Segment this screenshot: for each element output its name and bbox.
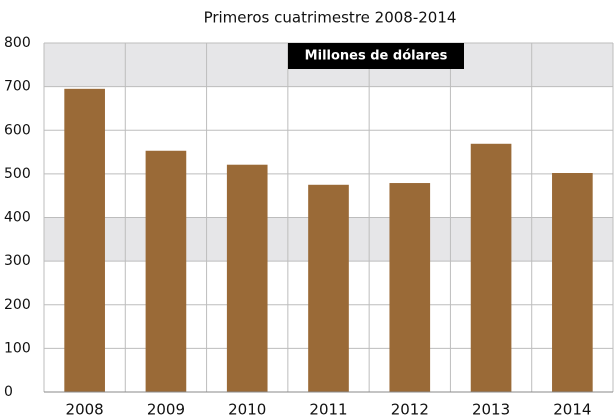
y-tick-label: 600	[4, 122, 31, 138]
bar	[552, 173, 593, 392]
x-tick-label: 2009	[147, 401, 185, 419]
y-tick-label: 400	[4, 210, 31, 226]
bar	[145, 150, 187, 392]
x-tick-label: 2010	[228, 401, 266, 419]
x-tick-label: 2012	[391, 401, 429, 419]
x-tick-label: 2011	[309, 401, 347, 419]
y-tick-label: 800	[4, 35, 31, 51]
y-tick-label: 700	[4, 79, 31, 95]
y-tick-label: 200	[4, 297, 31, 313]
y-tick-label: 100	[4, 340, 31, 356]
chart-title: Primeros cuatrimestre 2008-2014	[204, 9, 457, 27]
bar	[64, 88, 105, 393]
y-tick-label: 500	[4, 166, 31, 182]
bar	[308, 184, 349, 392]
bar	[226, 164, 268, 392]
y-tick-label: 0	[4, 384, 13, 400]
x-tick-label: 2013	[472, 401, 510, 419]
annotation: Millones de dólares	[305, 49, 448, 64]
y-tick-label: 300	[4, 253, 31, 269]
x-tick-label: 2008	[66, 401, 104, 419]
bar	[389, 183, 431, 392]
annotation-box	[288, 43, 464, 69]
x-tick-label: 2014	[553, 401, 591, 419]
bar	[470, 143, 512, 392]
